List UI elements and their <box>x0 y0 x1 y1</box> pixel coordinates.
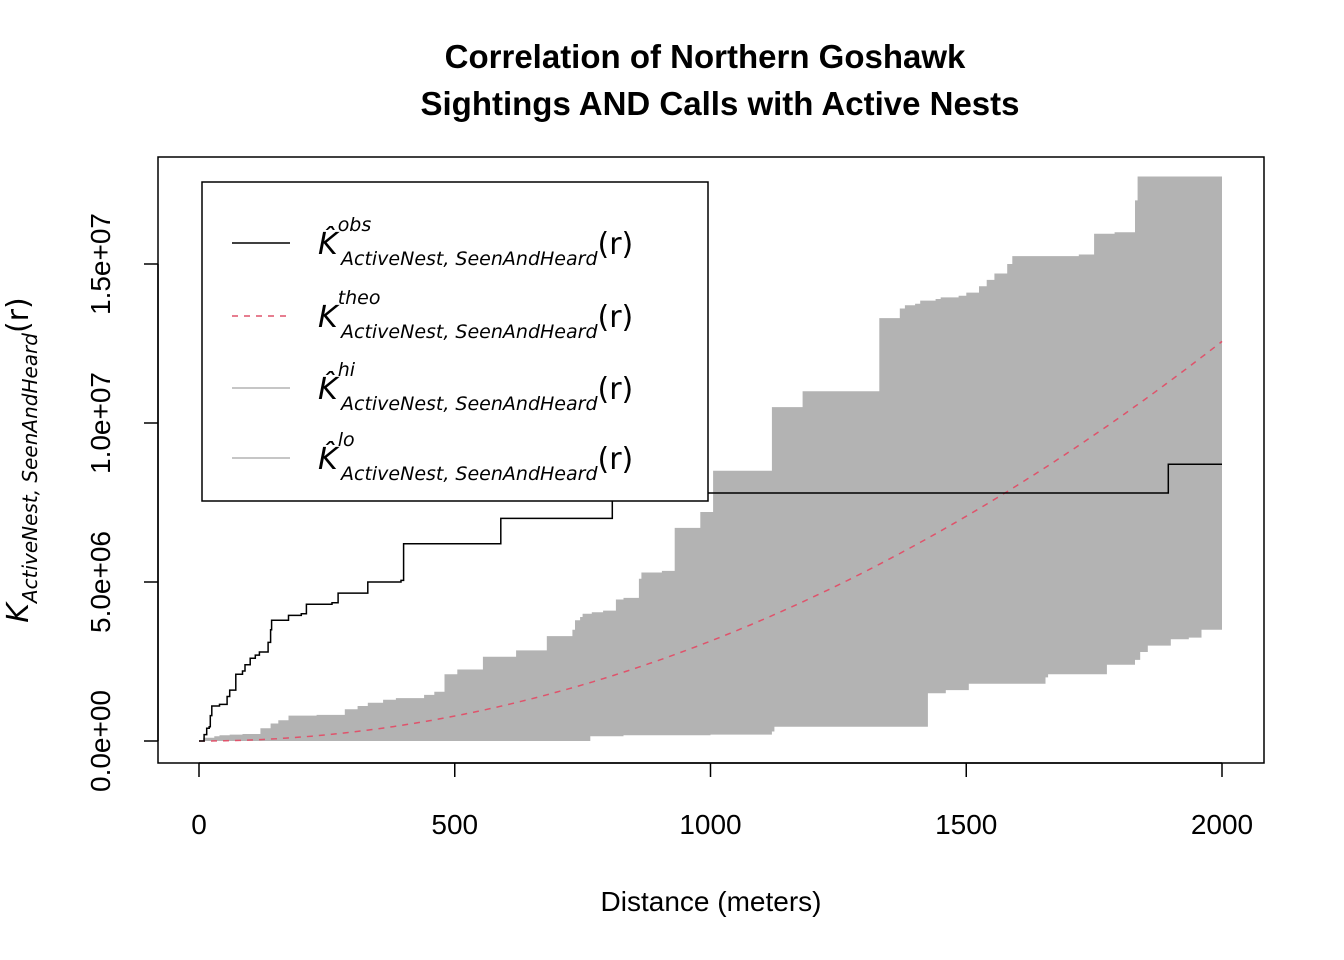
legend-label: K̂obs ActiveNest, SeenAndHeard(r) <box>318 214 633 270</box>
legend-label: Ktheo ActiveNest, SeenAndHeard(r) <box>318 287 633 343</box>
y-tick-label: 0.0e+00 <box>85 690 116 792</box>
legend-subscript: ActiveNest, SeenAndHeard <box>339 321 598 343</box>
legend-subscript: ActiveNest, SeenAndHeard <box>339 393 598 415</box>
legend-symbol: K̂ <box>318 371 340 407</box>
y-axis: 0.0e+00 5.0e+06 1.0e+07 1.5e+07 <box>85 213 159 792</box>
y-tick-label: 1.0e+07 <box>85 372 116 474</box>
plot-area <box>199 176 1223 742</box>
legend: K̂obs ActiveNest, SeenAndHeard(r)Ktheo Act… <box>201 181 709 502</box>
legend-item-theo: Ktheo ActiveNest, SeenAndHeard(r) <box>232 287 633 343</box>
x-tick-label: 0 <box>191 809 207 840</box>
y-tick-label: 1.5e+07 <box>85 213 116 315</box>
y-axis-label-subscript: ActiveNest, SeenAndHeard <box>18 333 42 605</box>
legend-arg: (r) <box>598 442 634 477</box>
y-axis-label-arg: (r) <box>1 297 36 333</box>
y-axis-label: KActiveNest, SeenAndHeard(r) <box>1 297 42 622</box>
chart-title-line1: Correlation of Northern Goshawk <box>445 38 966 75</box>
legend-arg: (r) <box>598 227 634 262</box>
series-theo-line <box>199 340 1223 742</box>
legend-symbol: K̂ <box>318 226 340 262</box>
svg-text:KActiveNest, SeenAndHeard(r): KActiveNest, SeenAndHeard(r) <box>1 297 42 622</box>
x-tick-label: 500 <box>431 809 478 840</box>
legend-label: K̂lo ActiveNest, SeenAndHeard(r) <box>318 429 633 485</box>
x-tick-label: 1500 <box>935 809 997 840</box>
legend-arg: (r) <box>598 372 634 407</box>
legend-symbol: K <box>318 300 340 335</box>
chart-title-line2: Sightings AND Calls with Active Nests <box>421 85 1020 122</box>
legend-box <box>201 181 709 502</box>
legend-item-hi: K̂hi ActiveNest, SeenAndHeard(r) <box>232 359 633 415</box>
legend-item-obs: K̂obs ActiveNest, SeenAndHeard(r) <box>232 214 633 270</box>
legend-arg: (r) <box>598 300 634 335</box>
legend-subscript: ActiveNest, SeenAndHeard <box>339 463 598 485</box>
legend-item-lo: K̂lo ActiveNest, SeenAndHeard(r) <box>232 429 633 485</box>
series-obs-line <box>199 463 1222 742</box>
legend-superscript: lo <box>338 429 355 451</box>
y-axis-label-base: K <box>1 601 36 623</box>
legend-subscript: ActiveNest, SeenAndHeard <box>339 248 598 270</box>
envelope-band <box>199 176 1222 741</box>
x-tick-label: 1000 <box>679 809 741 840</box>
x-axis: 0 500 1000 1500 2000 <box>191 762 1253 840</box>
legend-superscript: obs <box>338 214 372 236</box>
legend-superscript: theo <box>338 287 381 309</box>
legend-symbol: K̂ <box>318 441 340 477</box>
y-tick-label: 5.0e+06 <box>85 531 116 633</box>
legend-superscript: hi <box>338 359 356 381</box>
x-axis-label: Distance (meters) <box>601 886 822 917</box>
x-tick-label: 2000 <box>1191 809 1253 840</box>
legend-label: K̂hi ActiveNest, SeenAndHeard(r) <box>318 359 633 415</box>
